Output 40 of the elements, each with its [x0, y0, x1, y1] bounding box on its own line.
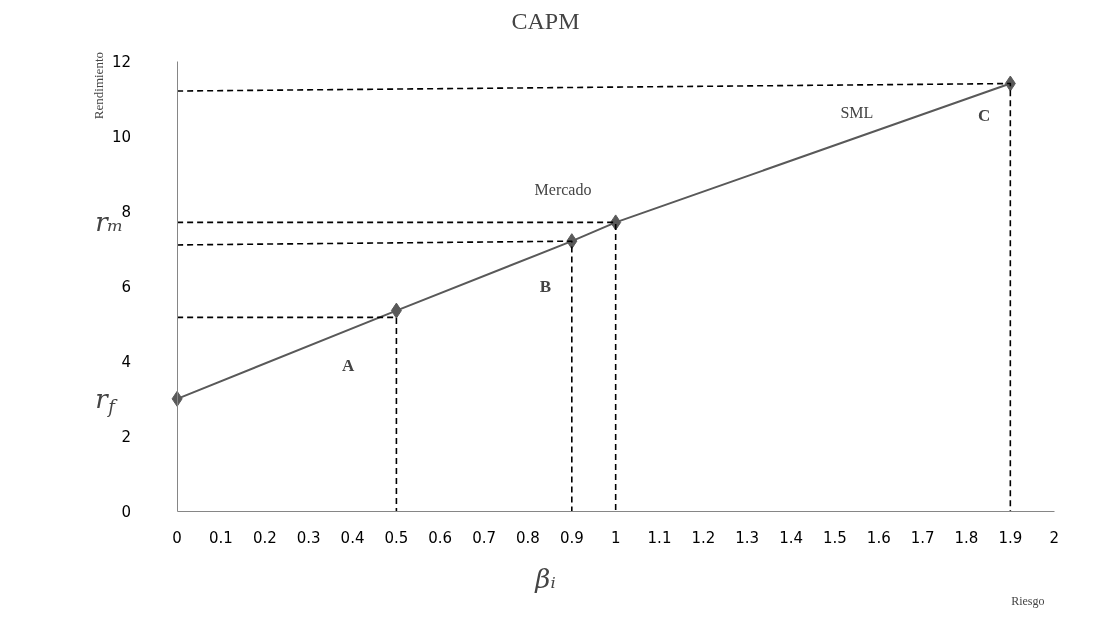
x-tick-label: 0.6	[428, 529, 453, 548]
y-axis-title: Rendimiento	[90, 52, 106, 120]
x-tick-label: 1.3	[735, 529, 760, 548]
point	[390, 302, 402, 319]
x-tick-label: 0.9	[559, 529, 584, 548]
x-tick-label: 1.8	[954, 529, 979, 548]
x-tick-label: 1	[610, 529, 621, 548]
y-tick-label: 4	[121, 353, 132, 372]
x-tick-label: 1.6	[866, 529, 891, 548]
x-tick-label: 0.1	[209, 529, 233, 548]
y-tick-label: 10	[112, 128, 132, 147]
point	[610, 214, 622, 231]
y-tick-label: 6	[121, 278, 132, 297]
x-tick-label: 0.8	[516, 529, 540, 548]
x-tick-label: 0.4	[340, 529, 365, 548]
annotation: B	[539, 276, 552, 296]
annotation: A	[342, 355, 356, 375]
y-tick-label: 12	[112, 53, 132, 72]
x-tick-label: 0.5	[384, 529, 409, 548]
x-tick-label: 1.7	[910, 529, 935, 548]
x-tick-label: 1.1	[647, 529, 672, 548]
annotation: Mercado	[534, 180, 592, 198]
x-tick-label: 0.3	[296, 529, 321, 548]
y-tick-label: 8	[121, 203, 132, 222]
x-tick-label: 1.5	[823, 529, 847, 548]
x-tick-label: 0	[172, 529, 182, 548]
x-tick-label: 0.7	[472, 529, 497, 548]
x-tick-label: 1.2	[691, 529, 716, 548]
text: Riesgo	[1011, 594, 1045, 609]
point	[1004, 75, 1016, 92]
annotation: C	[977, 105, 991, 125]
x-tick-label: 2	[1049, 529, 1059, 548]
y-tick-label: 2	[121, 428, 132, 447]
x-tick-label: 1.9	[998, 529, 1023, 548]
x-tick-label: 1.4	[779, 529, 804, 548]
chart-title: CAPM	[511, 7, 580, 34]
x-axis-title: βᵢ	[534, 563, 556, 594]
annotation: SML	[840, 104, 874, 122]
x-tick-label: 0.2	[252, 529, 277, 548]
y-tick-label: 0	[121, 503, 132, 522]
